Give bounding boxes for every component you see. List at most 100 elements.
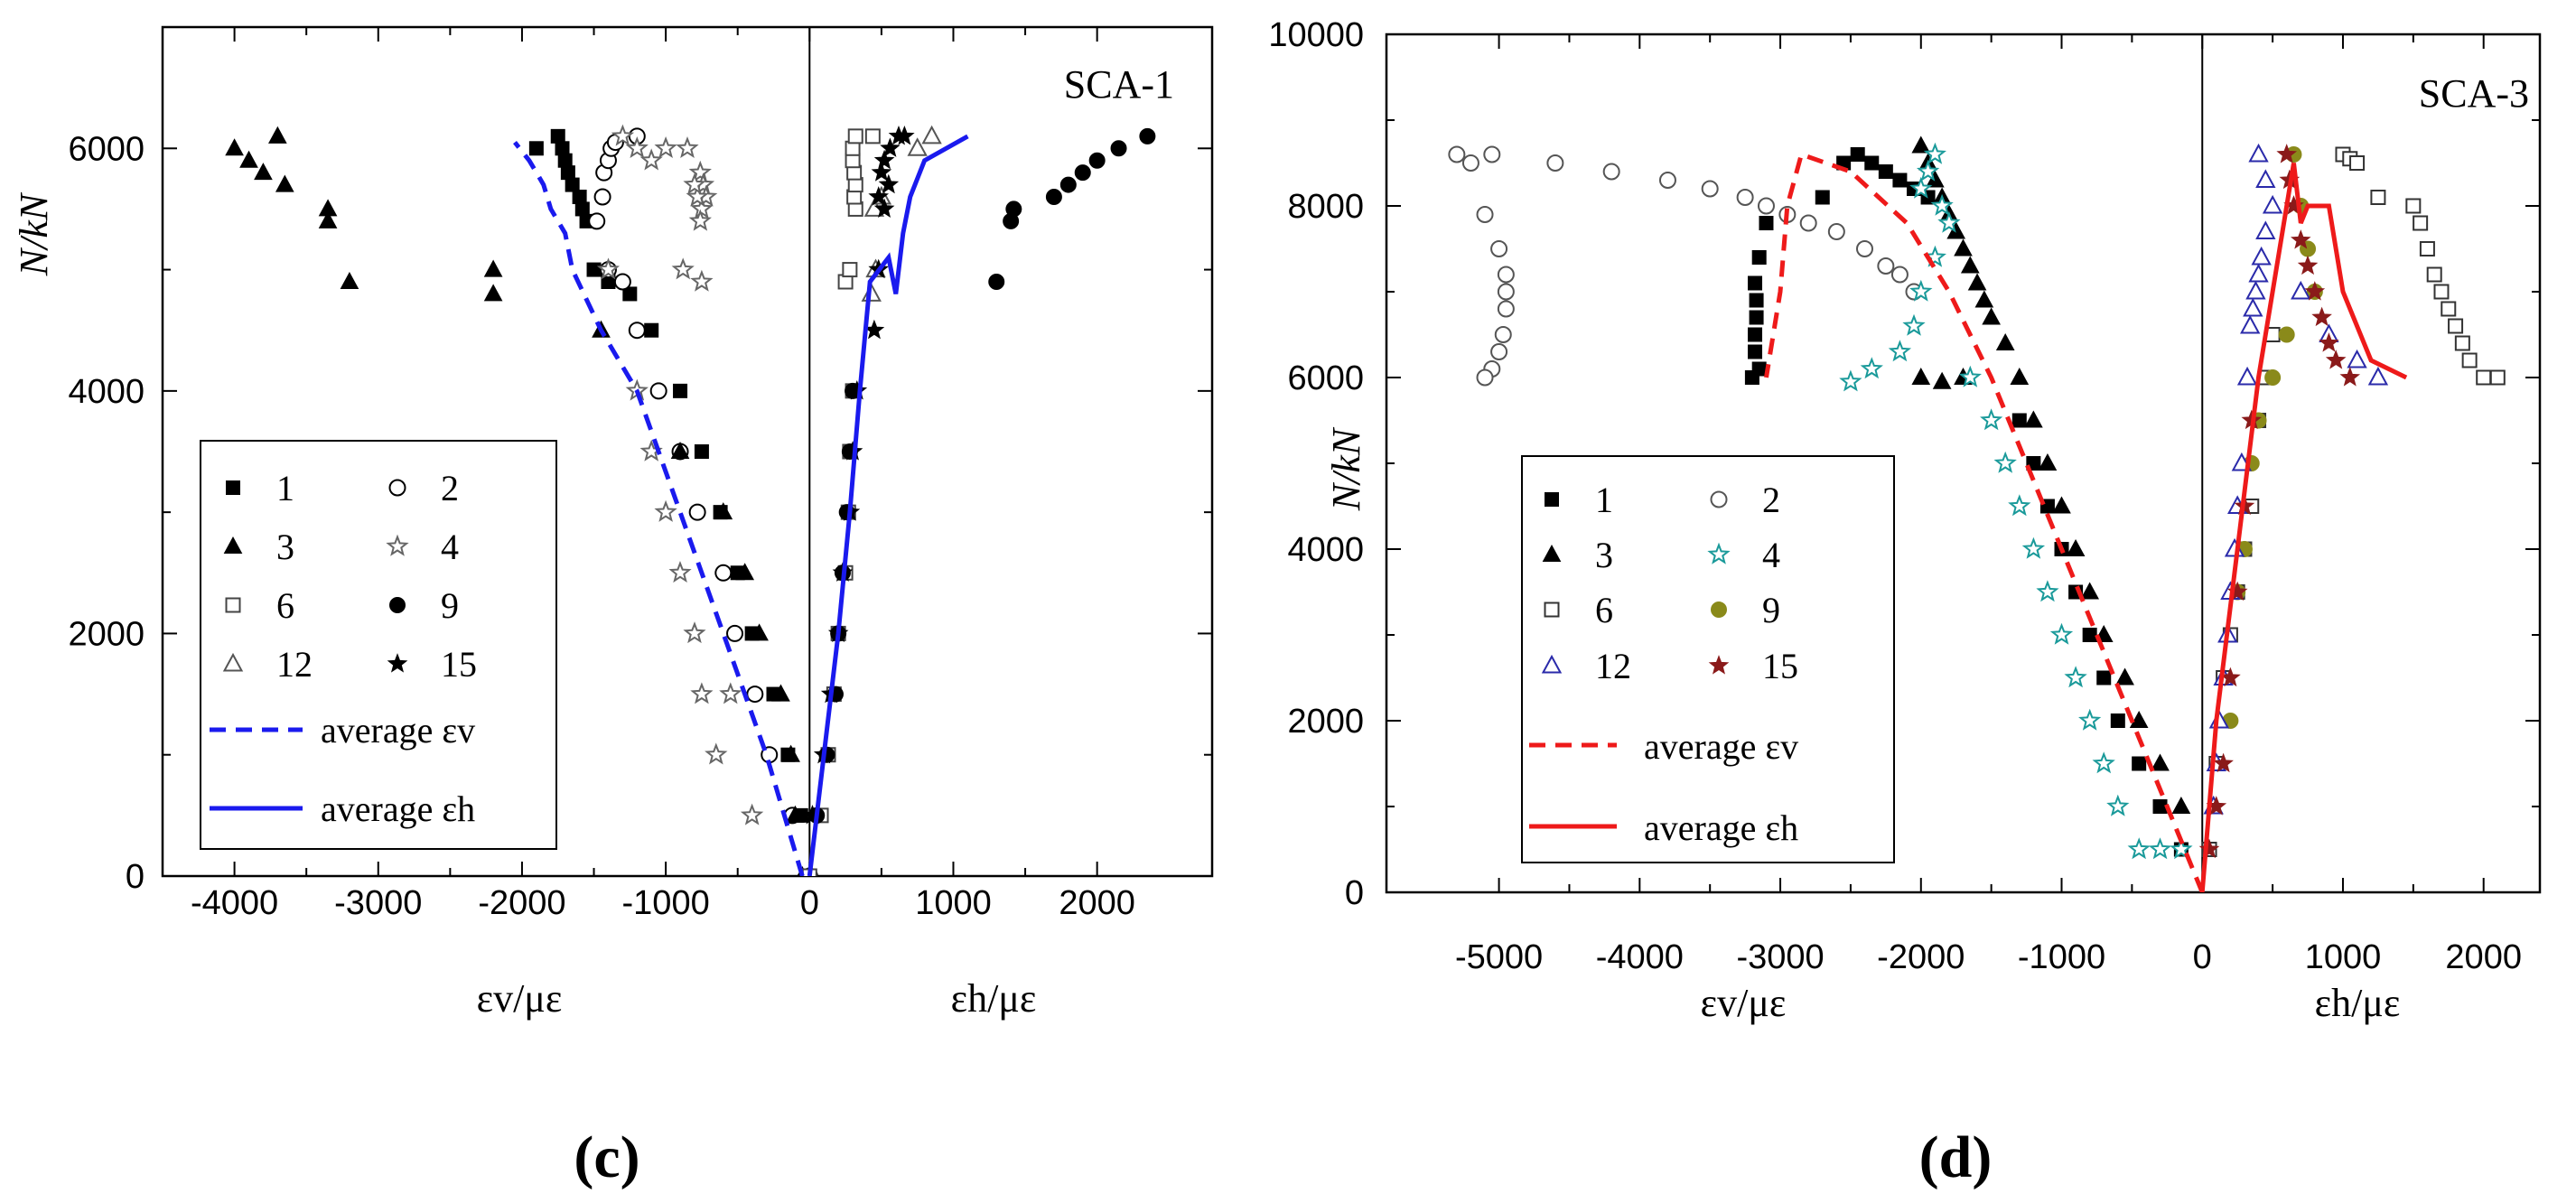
x-tick-label: 1000 <box>915 884 992 922</box>
data-point-series-4 <box>688 160 712 182</box>
data-point-series-4 <box>2008 494 2031 517</box>
data-point-series-2 <box>1855 240 1873 257</box>
data-point-series-3 <box>735 563 755 581</box>
data-point-series-3 <box>781 744 800 762</box>
data-point-series-15 <box>871 162 892 182</box>
data-point-series-2 <box>1494 326 1512 343</box>
data-point-series-6 <box>2426 266 2442 283</box>
data-point-series-4 <box>1839 369 1862 392</box>
data-point-series-2 <box>1890 266 1909 284</box>
data-point-series-3 <box>268 126 287 144</box>
legend-label-4: 4 <box>441 527 459 567</box>
x-tick-label: -4000 <box>191 884 278 922</box>
data-point-series-1 <box>1864 155 1880 171</box>
legend-marker-15 <box>1708 655 1730 675</box>
data-point-series-15 <box>846 380 868 400</box>
data-point-series-3 <box>2151 753 2170 771</box>
data-point-series-2 <box>1476 368 1494 387</box>
legend-marker-12 <box>1541 654 1563 674</box>
legend-label-avg-h: average εh <box>321 788 475 829</box>
data-point-series-3 <box>2052 496 2071 514</box>
data-point-series-1 <box>572 190 587 204</box>
data-point-series-3 <box>2066 538 2086 556</box>
data-point-series-4 <box>2106 794 2130 816</box>
y-tick-label: 4000 <box>1287 531 1364 569</box>
data-point-series-12 <box>2243 297 2263 317</box>
data-point-series-1 <box>2011 413 2027 428</box>
legend-marker-15 <box>387 653 408 673</box>
data-point-series-2 <box>1497 283 1515 301</box>
legend-marker-4 <box>1707 542 1731 564</box>
legend-marker-6 <box>1544 602 1560 618</box>
data-point-series-3 <box>1911 367 1931 385</box>
panel-label: (d) <box>1919 1124 1993 1190</box>
data-point-series-12 <box>2251 246 2272 266</box>
data-point-series-3 <box>2115 667 2134 685</box>
legend-markers: 1 23 46 912 15 <box>222 468 477 685</box>
data-point-series-4 <box>1958 365 1982 387</box>
data-point-series-4 <box>654 136 677 159</box>
legend-label-2: 2 <box>1762 480 1780 520</box>
data-layer <box>1448 135 2506 892</box>
data-point-series-4 <box>2148 837 2172 860</box>
x-tick-label: -3000 <box>334 884 422 922</box>
xlabel-right: εh/με <box>951 976 1037 1021</box>
data-point-series-9 <box>1139 127 1156 145</box>
data-point-series-1 <box>1878 164 1893 179</box>
data-point-series-2 <box>1757 197 1775 215</box>
data-point-series-12 <box>2245 280 2266 300</box>
legend-label-3: 3 <box>276 527 294 567</box>
data-point-series-1 <box>1749 310 1764 325</box>
data-point-series-9 <box>1059 176 1077 193</box>
data-point-series-4 <box>1916 159 1940 182</box>
data-point-series-1 <box>1850 147 1865 162</box>
data-point-series-6 <box>2461 352 2478 368</box>
data-point-series-4 <box>688 209 712 231</box>
data-point-series-3 <box>340 271 359 289</box>
data-point-series-4 <box>1860 357 1883 379</box>
data-point-series-12 <box>2236 366 2258 386</box>
legend-marker-6 <box>225 597 241 613</box>
legend-label-12: 12 <box>1595 646 1631 686</box>
data-point-series-15 <box>2311 306 2332 327</box>
data-point-series-1 <box>1749 293 1764 308</box>
legend-markers: 1 23 46 912 15 <box>1541 480 1798 686</box>
legend-label-1: 1 <box>276 468 294 508</box>
data-point-series-4 <box>683 173 706 195</box>
y-tick-label: 10000 <box>1268 16 1364 54</box>
data-point-series-4 <box>1993 451 2017 473</box>
data-point-series-6 <box>847 128 863 145</box>
data-point-series-3 <box>483 259 503 277</box>
data-point-series-3 <box>1974 290 1994 308</box>
panel-label: (c) <box>574 1124 639 1190</box>
data-point-series-1 <box>673 383 688 398</box>
data-point-series-3 <box>2038 452 2058 471</box>
legend-marker-3 <box>1542 544 1562 562</box>
data-point-series-12 <box>2255 220 2276 239</box>
data-point-series-15 <box>2339 367 2361 387</box>
legend-label-15: 15 <box>1762 646 1798 686</box>
data-point-series-4 <box>1909 176 1933 199</box>
data-point-series-4 <box>683 621 706 644</box>
chart-panel-c: -4000 -3000 -2000 -1000 0 1000 2000 0 2000 4000 60… <box>12 25 1214 1190</box>
data-point-series-4 <box>1980 408 2003 431</box>
data-point-series-4 <box>671 257 695 280</box>
legend-marker-1 <box>226 480 240 495</box>
data-point-series-9 <box>988 274 1005 290</box>
data-point-series-4 <box>2064 666 2087 688</box>
data-point-series-1 <box>1815 190 1830 205</box>
data-point-series-2 <box>1736 189 1754 206</box>
data-point-series-9 <box>2278 326 2295 343</box>
legend-marker-4 <box>386 534 409 556</box>
data-point-series-3 <box>1911 135 1931 154</box>
data-point-series-1 <box>694 444 709 459</box>
legend: 1 23 46 912 15 average εv average εh <box>1521 455 1895 863</box>
data-point-series-2 <box>1483 145 1501 163</box>
legend: 1 23 46 912 15 average εv average εh <box>200 440 557 850</box>
x-tick-label: -2000 <box>478 884 565 922</box>
legend-label-9: 9 <box>441 585 459 626</box>
data-point-series-3 <box>239 150 258 168</box>
data-point-series-4 <box>1937 210 1961 233</box>
data-point-series-15 <box>2297 255 2319 275</box>
tick-layer: -5000 -4000 -3000 -2000 -1000 0 1000 2000 0 2000 4… <box>1268 16 2540 976</box>
